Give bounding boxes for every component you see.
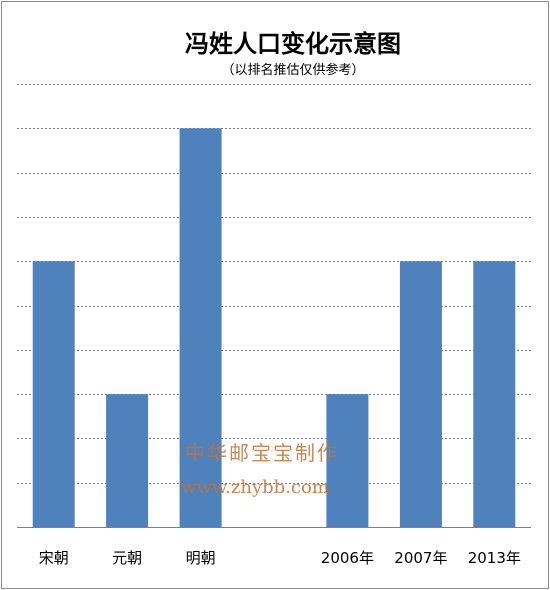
x-tick-labels: 宋朝 元朝 明朝 2006年 2007年 2013年 [39,549,521,567]
x-tick-label: 明朝 [186,549,216,567]
gridlines [17,84,531,528]
x-tick-label: 元朝 [112,549,142,567]
bar [399,261,442,527]
watermark-url: www.zhybb.com [181,477,329,498]
bar [179,128,222,528]
chart-title: 冯姓人口变化示意图 [185,29,401,58]
x-tick-label: 2013年 [468,549,521,567]
bar [32,261,75,527]
bar [106,394,149,527]
x-tick-label: 2006年 [321,549,374,567]
watermark-text: 中华邮宝宝制作 [185,441,339,465]
x-tick-label: 宋朝 [39,549,69,567]
chart-subtitle: （以排名推估仅供参考） [221,62,364,78]
bar [473,261,516,527]
bar [326,394,369,527]
bars [32,128,516,528]
x-tick-label: 2007年 [394,549,447,567]
